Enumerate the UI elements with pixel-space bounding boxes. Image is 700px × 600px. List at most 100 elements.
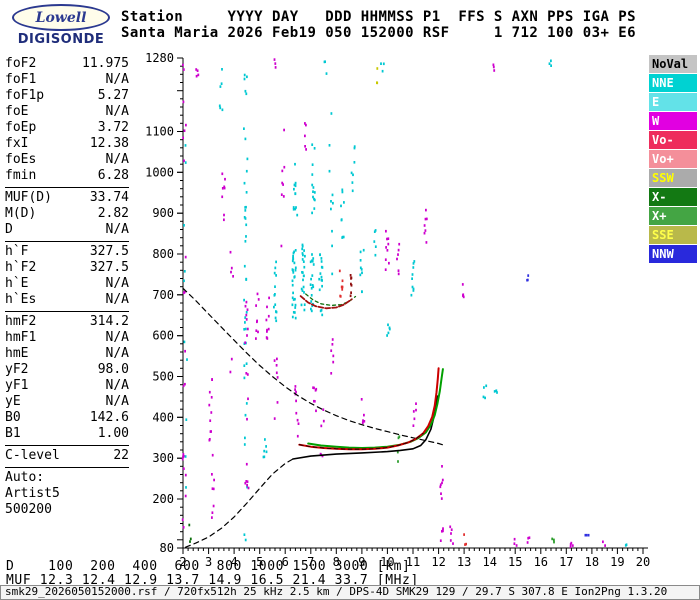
- distance-row: D 100 200 400 600 800 1000 1500 3000 [km…: [6, 559, 411, 574]
- param-row: h`E N/A: [5, 276, 129, 292]
- x-tick-label: 4: [230, 555, 237, 569]
- x-tick-label: 15: [508, 555, 522, 569]
- param-separator: [5, 241, 129, 242]
- param-label: foF2: [5, 56, 37, 71]
- muf-distance-table: D 100 200 400 600 800 1000 1500 3000 [km…: [6, 560, 419, 588]
- param-value: N/A: [105, 330, 129, 345]
- x-tick-label: 6: [282, 555, 289, 569]
- x-tick-label: 14: [482, 555, 496, 569]
- param-row: foE N/A: [5, 104, 129, 120]
- param-row: MUF(D) 33.74: [5, 190, 129, 206]
- y-tick-label: 500: [152, 370, 174, 384]
- param-separator: [5, 467, 129, 468]
- param-separator: [5, 445, 129, 446]
- x-tick-label: 10: [380, 555, 394, 569]
- x-tick-label: 18: [585, 555, 599, 569]
- param-value: 6.28: [97, 168, 129, 183]
- param-separator: [5, 311, 129, 312]
- status-bar: smk29_2026050152000.rsf / 720fx512h 25 k…: [0, 585, 700, 600]
- param-value: N/A: [105, 346, 129, 361]
- x-tick-label: 9: [358, 555, 365, 569]
- param-value: 98.0: [97, 362, 129, 377]
- param-row: foEp 3.72: [5, 120, 129, 136]
- legend-item-x+: X+: [649, 207, 697, 225]
- legend-item-sse: SSE: [649, 226, 697, 244]
- param-row: foF2 11.975: [5, 56, 129, 72]
- param-value: N/A: [105, 276, 129, 291]
- legend-item-vo+: Vo+: [649, 150, 697, 168]
- param-label: foEs: [5, 152, 37, 167]
- x-tick-label: 13: [457, 555, 471, 569]
- param-label: M(D): [5, 206, 37, 221]
- param-value: 142.6: [89, 410, 129, 425]
- param-label: D: [5, 222, 13, 237]
- echo-noise-points: [181, 58, 628, 549]
- y-tick-label: 400: [152, 410, 174, 424]
- param-label: yF2: [5, 362, 29, 377]
- param-label: foF1p: [5, 88, 45, 103]
- param-label: h`Es: [5, 292, 37, 307]
- param-row: B0 142.6: [5, 410, 129, 426]
- y-tick-label: 1000: [145, 165, 174, 179]
- param-label: yF1: [5, 378, 29, 393]
- axes: 80 200 300 400 500 600 700 800 900 1000 1100 1280 2 3…: [145, 51, 650, 569]
- legend-item-ssw: SSW: [649, 169, 697, 187]
- param-row: hmF1 N/A: [5, 330, 129, 346]
- parameter-panel: foF2 11.975 foF1 N/A foF1p 5.27 foE N/A foEp 3.72…: [5, 56, 129, 518]
- logo-lowell-text: Lowell: [35, 9, 87, 26]
- param-row: B1 1.00: [5, 426, 129, 442]
- param-label: B1: [5, 426, 21, 441]
- param-label: h`E: [5, 276, 29, 291]
- profile-bottom-dashed: [184, 458, 294, 548]
- param-row: yF1 N/A: [5, 378, 129, 394]
- auto-info-line: Auto:: [5, 470, 45, 485]
- auto-info-line: Artist5: [5, 486, 60, 501]
- param-row: fmin 6.28: [5, 168, 129, 184]
- param-row: h`F2 327.5: [5, 260, 129, 276]
- param-row: yE N/A: [5, 394, 129, 410]
- param-value: 314.2: [89, 314, 129, 329]
- y-tick-label: 300: [152, 451, 174, 465]
- param-label: foE: [5, 104, 29, 119]
- param-row: hmF2 314.2: [5, 314, 129, 330]
- param-value: 12.38: [89, 136, 129, 151]
- legend-item-e: E: [649, 93, 697, 111]
- param-row: yF2 98.0: [5, 362, 129, 378]
- x-tick-label: 17: [559, 555, 573, 569]
- x-tick-label: 12: [431, 555, 445, 569]
- param-value: 327.5: [89, 244, 129, 259]
- x-tick-label: 7: [307, 555, 314, 569]
- param-row: foF1p 5.27: [5, 88, 129, 104]
- y-tick-label: 80: [160, 541, 174, 555]
- x-tick-label: 8: [333, 555, 340, 569]
- legend-item-vo-: Vo-: [649, 131, 697, 149]
- param-value: N/A: [105, 72, 129, 87]
- param-value: 2.82: [97, 206, 129, 221]
- legend-item-nnw: NNW: [649, 245, 697, 263]
- x-trace: [307, 368, 444, 449]
- x-tick-label: 3: [205, 555, 212, 569]
- param-label: fxI: [5, 136, 29, 151]
- header-columns-line: Station YYYY DAY DDD HHMMSS P1 FFS S AXN…: [121, 9, 636, 25]
- x-tick-label: 2: [179, 555, 186, 569]
- param-row: foEs N/A: [5, 152, 129, 168]
- param-value: N/A: [105, 394, 129, 409]
- param-value: N/A: [105, 378, 129, 393]
- lowell-digisonde-logo: Lowell DIGISONDE: [7, 4, 115, 47]
- param-label: yE: [5, 394, 21, 409]
- legend-item-nne: NNE: [649, 74, 697, 92]
- param-row: D N/A: [5, 222, 129, 238]
- param-label: foEp: [5, 120, 37, 135]
- param-row: C-level 22: [5, 448, 129, 464]
- auto-info-line: 500200: [5, 502, 52, 517]
- muf-row: MUF 12.3 12.4 12.9 13.7 14.9 16.5 21.4 3…: [6, 573, 419, 588]
- y-tick-label: 700: [152, 288, 174, 302]
- param-value: N/A: [105, 152, 129, 167]
- param-label: h`F2: [5, 260, 37, 275]
- param-value: 327.5: [89, 260, 129, 275]
- fitted-trace-dashed: [298, 432, 424, 450]
- param-row: h`F 327.5: [5, 244, 129, 260]
- param-label: hmF2: [5, 314, 37, 329]
- param-value: 3.72: [97, 120, 129, 135]
- param-label: B0: [5, 410, 21, 425]
